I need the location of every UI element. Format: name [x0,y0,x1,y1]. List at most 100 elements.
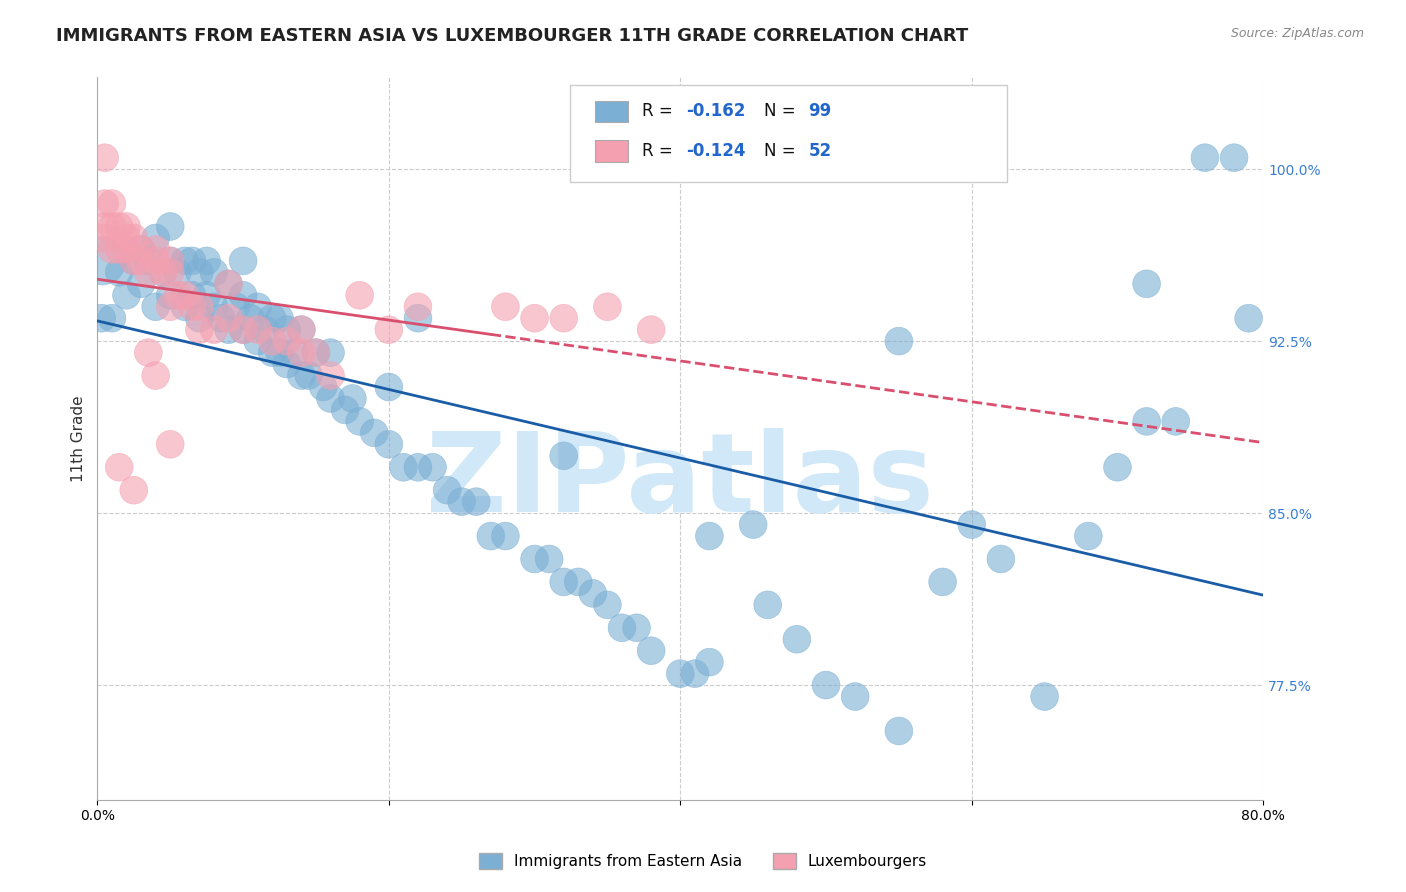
Point [129,243,152,257]
Point [283,345,305,359]
Point [159,219,181,234]
Point [538,552,561,566]
Point [786,632,808,647]
FancyBboxPatch shape [569,85,1007,182]
Point [181,253,204,268]
Point [1136,414,1159,428]
Point [108,219,131,234]
Text: R =: R = [641,103,678,120]
Point [202,300,225,314]
Point [349,414,371,428]
Point [319,392,342,406]
Point [378,437,401,451]
Point [523,552,546,566]
Point [202,265,225,279]
Point [232,323,254,337]
Point [202,323,225,337]
Point [188,300,211,314]
Text: N =: N = [765,142,801,161]
Point [145,243,167,257]
Point [1033,690,1056,704]
Point [209,311,232,326]
Point [596,300,619,314]
Point [960,517,983,532]
Point [262,345,284,359]
Point [298,368,321,383]
Point [138,345,160,359]
Text: N =: N = [765,103,801,120]
Point [276,334,298,348]
Point [90,253,112,268]
Text: 52: 52 [808,142,832,161]
Point [145,253,167,268]
Point [494,529,516,543]
Point [479,529,502,543]
Point [1136,277,1159,291]
Point [1237,311,1260,326]
Point [93,231,115,245]
Point [342,392,364,406]
FancyBboxPatch shape [595,140,628,162]
Point [159,300,181,314]
Point [640,643,662,657]
Point [122,253,145,268]
Y-axis label: 11th Grade: 11th Grade [72,395,86,482]
Point [253,323,276,337]
Point [305,345,328,359]
Point [195,288,218,302]
Point [166,265,188,279]
Point [122,253,145,268]
Point [465,494,488,508]
Point [887,723,910,738]
Point [173,288,195,302]
Point [640,323,662,337]
Point [108,460,131,475]
Text: Source: ZipAtlas.com: Source: ZipAtlas.com [1230,27,1364,40]
Point [122,231,145,245]
Point [349,288,371,302]
Point [699,529,721,543]
Point [553,449,575,463]
Point [610,621,633,635]
Point [159,265,181,279]
Point [93,151,115,165]
Point [450,494,472,508]
Point [1223,151,1246,165]
Point [523,311,546,326]
Point [262,334,284,348]
Point [269,311,291,326]
Point [218,277,240,291]
Point [756,598,779,612]
Text: ZIPatlas: ZIPatlas [426,428,934,535]
Text: R =: R = [641,142,678,161]
Point [406,311,429,326]
Point [814,678,837,692]
Point [138,265,160,279]
Point [931,574,953,589]
Point [93,196,115,211]
Point [115,219,138,234]
Point [1194,151,1216,165]
Point [363,425,385,440]
Point [108,265,131,279]
Point [406,300,429,314]
Point [129,277,152,291]
Point [108,243,131,257]
Point [596,598,619,612]
Point [122,483,145,498]
Point [173,300,195,314]
Point [290,323,312,337]
Point [1107,460,1129,475]
Point [887,334,910,348]
Point [115,231,138,245]
Point [553,311,575,326]
Point [188,265,211,279]
Point [145,368,167,383]
Point [152,265,174,279]
Point [239,311,262,326]
Point [844,690,866,704]
Point [173,253,195,268]
Point [494,300,516,314]
Point [93,219,115,234]
Point [699,655,721,669]
